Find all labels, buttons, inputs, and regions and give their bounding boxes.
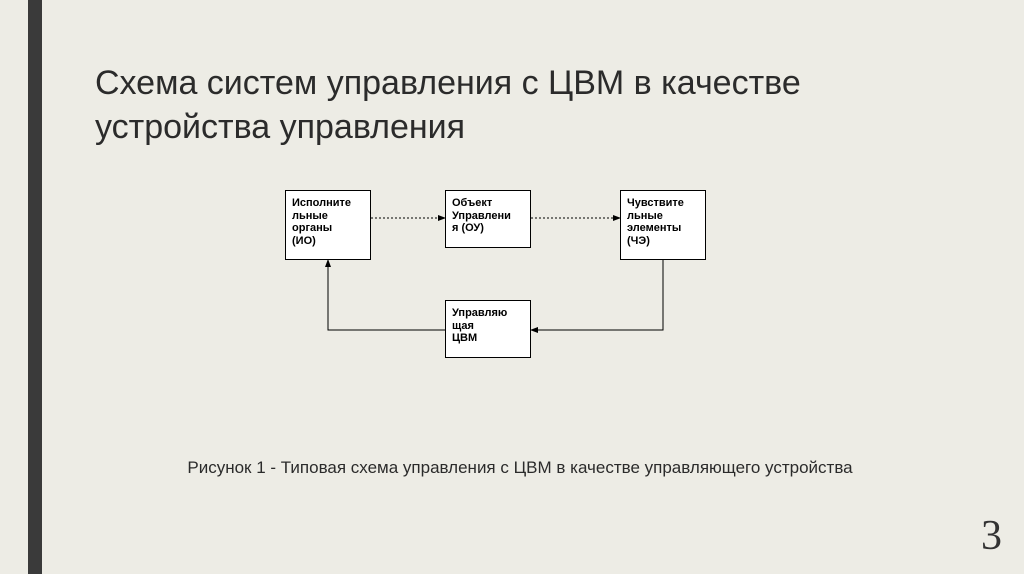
- node-oy: ОбъектУправления (ОУ): [445, 190, 531, 248]
- edge-cvm-io: [328, 260, 445, 330]
- page-title: Схема систем управления с ЦВМ в качестве…: [95, 62, 915, 149]
- edge-che-cvm: [531, 260, 663, 330]
- node-che: Чувствительныеэлементы(ЧЭ): [620, 190, 706, 260]
- node-cvm: УправляющаяЦВМ: [445, 300, 531, 358]
- node-io: Исполнительныеорганы(ИО): [285, 190, 371, 260]
- diagram-area: Исполнительныеорганы(ИО) ОбъектУправления…: [230, 180, 790, 400]
- figure-caption: Рисунок 1 - Типовая схема управления с Ц…: [95, 458, 945, 478]
- page-number: 3: [981, 512, 1002, 560]
- accent-bar: [28, 0, 42, 574]
